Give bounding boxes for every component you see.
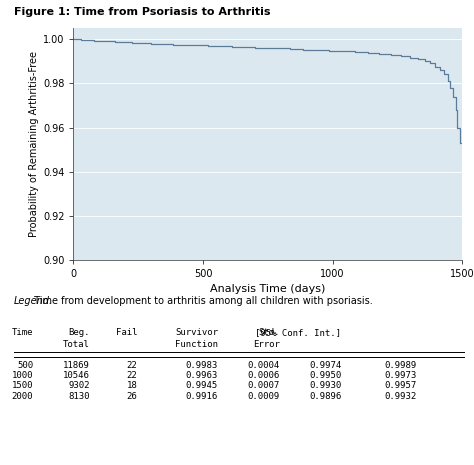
Text: Figure 1: Time from Psoriasis to Arthritis: Figure 1: Time from Psoriasis to Arthrit…	[14, 7, 271, 17]
Text: 0.9974: 0.9974	[309, 360, 341, 370]
Text: 8130: 8130	[69, 392, 90, 401]
Text: Total: Total	[63, 340, 90, 349]
Text: 0.9930: 0.9930	[309, 381, 341, 391]
Text: 1000: 1000	[12, 371, 33, 380]
Text: Time: Time	[12, 328, 33, 337]
Text: 0.9989: 0.9989	[385, 360, 417, 370]
Text: 0.0007: 0.0007	[247, 381, 280, 391]
Text: 0.0009: 0.0009	[247, 392, 280, 401]
Text: 500: 500	[17, 360, 33, 370]
Text: 11869: 11869	[63, 360, 90, 370]
Text: [95% Conf. Int.]: [95% Conf. Int.]	[255, 328, 341, 337]
Text: Beg.: Beg.	[69, 328, 90, 337]
Text: 9302: 9302	[69, 381, 90, 391]
Text: Time from development to arthritis among all children with psoriasis.: Time from development to arthritis among…	[31, 296, 373, 306]
Text: 22: 22	[127, 360, 137, 370]
Text: 22: 22	[127, 371, 137, 380]
Text: 0.0004: 0.0004	[247, 360, 280, 370]
Text: 0.9957: 0.9957	[385, 381, 417, 391]
Text: Fail: Fail	[116, 328, 137, 337]
Text: 2000: 2000	[12, 392, 33, 401]
Text: 0.9950: 0.9950	[309, 371, 341, 380]
Text: 0.9973: 0.9973	[385, 371, 417, 380]
Y-axis label: Probability of Remaining Arthritis-Free: Probability of Remaining Arthritis-Free	[29, 51, 39, 237]
Text: Function: Function	[175, 340, 218, 349]
Text: Error: Error	[253, 340, 280, 349]
Text: 0.9932: 0.9932	[385, 392, 417, 401]
Text: 0.9983: 0.9983	[186, 360, 218, 370]
Text: 0.9916: 0.9916	[186, 392, 218, 401]
Text: 10546: 10546	[63, 371, 90, 380]
Text: 18: 18	[127, 381, 137, 391]
Text: 0.0006: 0.0006	[247, 371, 280, 380]
Text: 0.9896: 0.9896	[309, 392, 341, 401]
Text: 26: 26	[127, 392, 137, 401]
Text: 1500: 1500	[12, 381, 33, 391]
Text: 0.9945: 0.9945	[186, 381, 218, 391]
Text: 0.9963: 0.9963	[186, 371, 218, 380]
Text: Std.: Std.	[258, 328, 280, 337]
Text: Legend.: Legend.	[14, 296, 54, 306]
X-axis label: Analysis Time (days): Analysis Time (days)	[210, 284, 326, 293]
Text: Survivor: Survivor	[175, 328, 218, 337]
